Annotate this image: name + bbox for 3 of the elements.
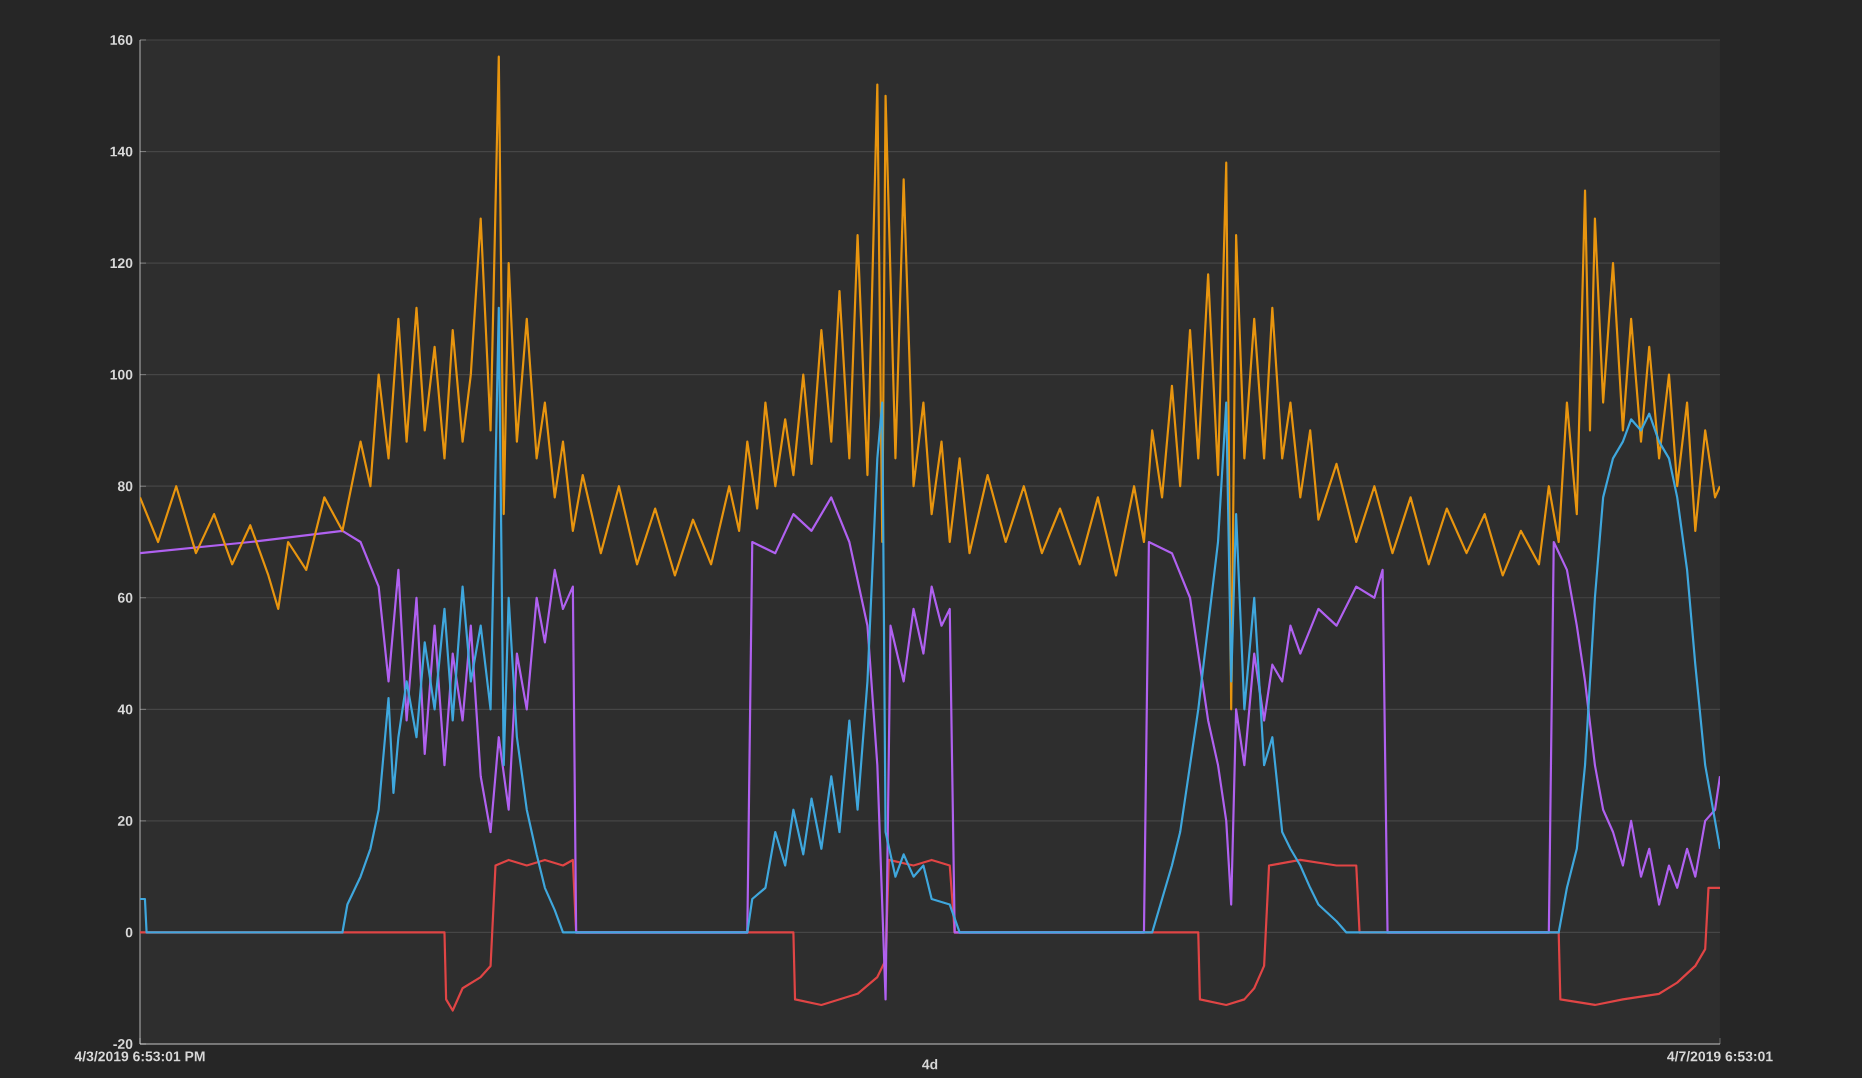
line-series: [140, 306, 1720, 934]
line-series: [140, 55, 1720, 711]
line-series: [140, 496, 1720, 1001]
